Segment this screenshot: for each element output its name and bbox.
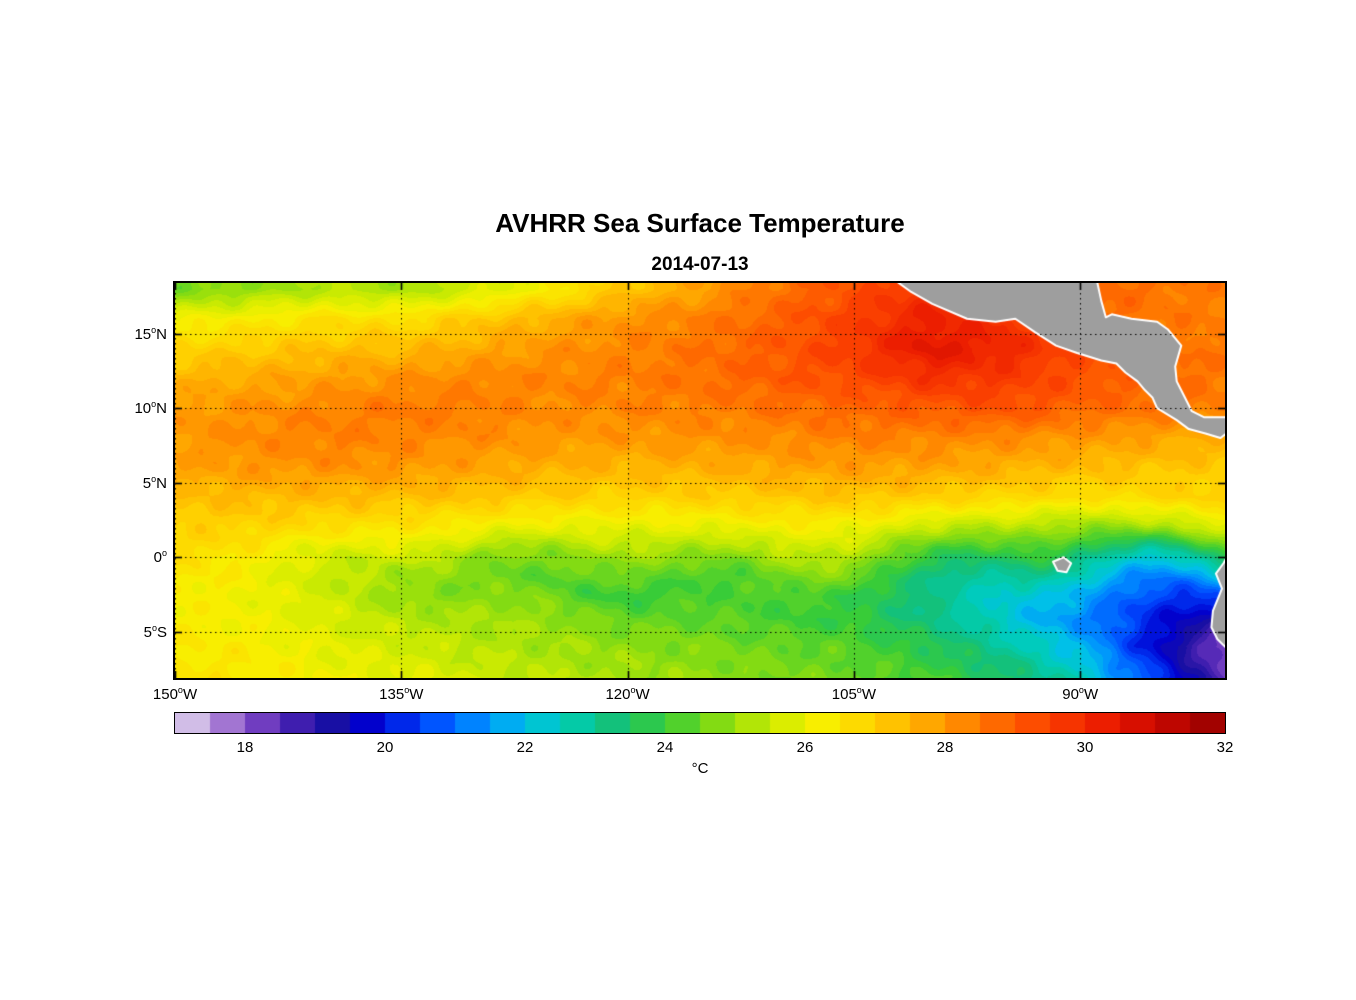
- chart-date-subtitle: 2014-07-13: [651, 254, 749, 275]
- degree-symbol: o: [151, 622, 157, 633]
- lon-tick-label: 150oW: [152, 685, 198, 703]
- chart-title: AVHRR Sea Surface Temperature: [495, 208, 905, 238]
- colorbar-tick-label: 22: [516, 739, 534, 756]
- map-plot-area: [173, 281, 1227, 680]
- lat-tick-label: 10oN: [134, 399, 167, 418]
- degree-symbol: o: [161, 548, 167, 559]
- colorbar-tick-label: 18: [236, 739, 254, 756]
- colorbar-tick-label: 26: [796, 739, 814, 756]
- colorbar-tick-label: 20: [376, 739, 394, 756]
- degree-symbol: o: [1078, 685, 1084, 695]
- degree-symbol: o: [151, 399, 157, 410]
- degree-symbol: o: [177, 685, 183, 695]
- degree-symbol: o: [151, 473, 157, 484]
- degree-symbol: o: [404, 685, 410, 695]
- colorbar-units-label: °C: [691, 760, 709, 777]
- lat-tick-label: 0o: [153, 548, 167, 567]
- lon-tick-label: 90oW: [1062, 685, 1099, 703]
- degree-symbol: o: [630, 685, 636, 695]
- lat-tick-label: 15oN: [134, 324, 167, 343]
- colorbar-canvas: [175, 713, 1225, 733]
- colorbar: [174, 712, 1226, 734]
- degree-symbol: o: [151, 324, 157, 335]
- sst-heatmap-canvas: [175, 283, 1225, 678]
- lon-tick-label: 120oW: [605, 685, 650, 703]
- colorbar-tick-label: 24: [656, 739, 674, 756]
- lon-tick-label: 105oW: [831, 685, 876, 703]
- lat-tick-label: 5oN: [142, 473, 167, 492]
- lon-tick-label: 135oW: [379, 685, 424, 703]
- colorbar-tick-label: 30: [1076, 739, 1094, 756]
- colorbar-tick-label: 28: [936, 739, 954, 756]
- degree-symbol: o: [856, 685, 862, 695]
- lat-tick-label: 5oS: [143, 622, 167, 641]
- colorbar-tick-label: 32: [1216, 739, 1234, 756]
